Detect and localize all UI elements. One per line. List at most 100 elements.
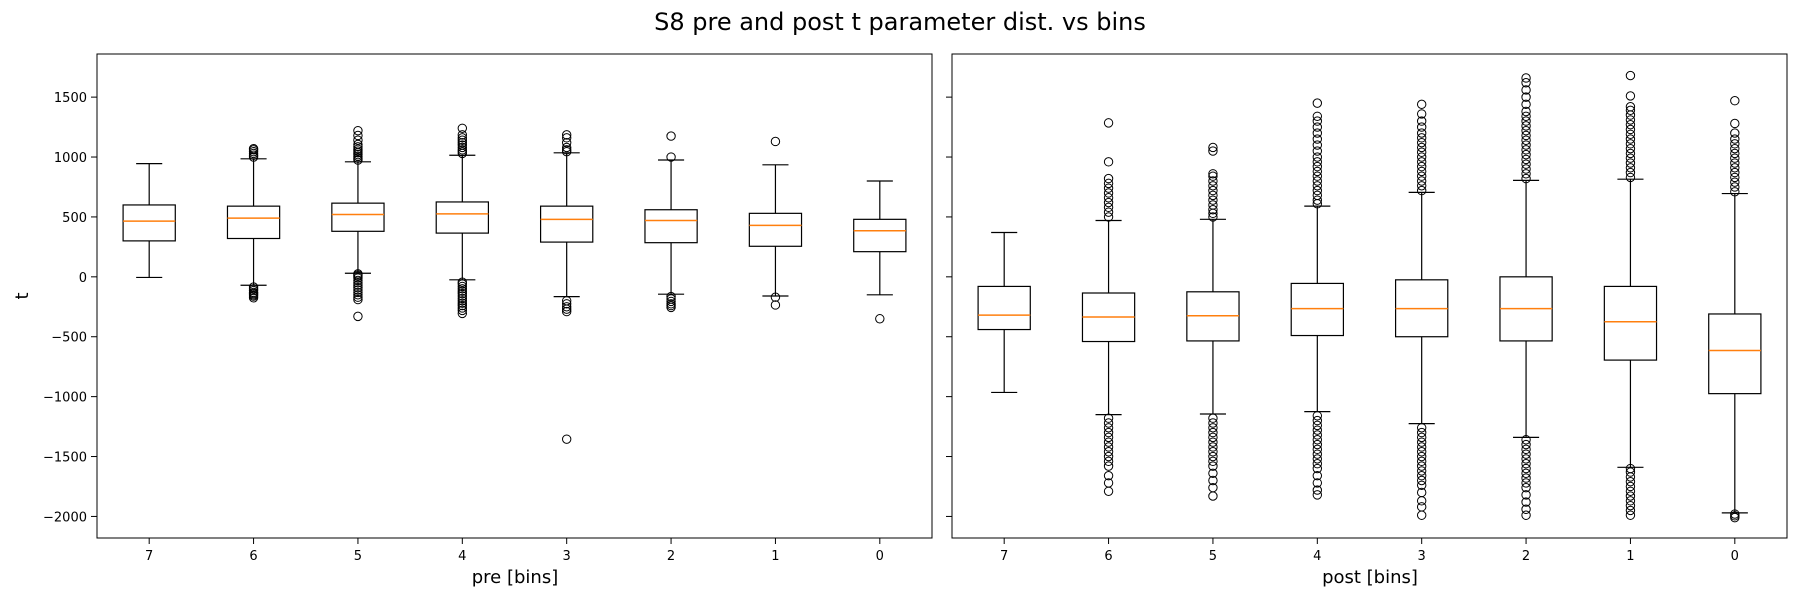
flier-post-bin-5: [1208, 413, 1218, 423]
flier-post-bin-5: [1208, 432, 1218, 443]
x-tick-label-post: 0: [1731, 549, 1739, 564]
flier-pre-bin-4: [457, 145, 468, 155]
y-tick-label: −1000: [43, 391, 87, 406]
flier-pre-bin-5: [353, 125, 363, 136]
flier-pre-bin-4: [457, 305, 468, 316]
x-tick-label-pre: 6: [249, 549, 257, 564]
box-pre-bin-3: [539, 205, 594, 243]
flier-post-bin-4: [1312, 190, 1323, 201]
flier-post-bin-1: [1625, 148, 1636, 159]
flier-pre-bin-2: [666, 299, 676, 309]
y-tick-label: 1500: [54, 91, 87, 106]
flier-post-bin-4: [1312, 140, 1323, 150]
flier-pre-bin-3: [561, 130, 572, 140]
flier-post-bin-3: [1416, 181, 1427, 191]
flier-post-bin-3: [1416, 133, 1427, 143]
flier-post-bin-5: [1208, 456, 1218, 467]
flier-post-bin-2: [1521, 85, 1531, 95]
flier-post-bin-4: [1312, 454, 1323, 464]
flier-post-bin-3: [1416, 447, 1427, 457]
plot-frame-post: [951, 53, 1788, 539]
flier-post-bin-3: [1416, 109, 1427, 119]
flier-post-bin-5: [1208, 482, 1218, 493]
y-tick-label: −500: [51, 331, 87, 346]
box-post-bin-4: [1290, 282, 1345, 337]
flier-pre-bin-4: [457, 135, 468, 145]
flier-pre-bin-4: [457, 291, 468, 301]
flier-post-bin-4: [1312, 176, 1323, 186]
flier-post-bin-0: [1730, 118, 1740, 129]
flier-post-bin-1: [1625, 481, 1636, 492]
flier-post-bin-2: [1521, 473, 1531, 483]
flier-pre-bin-3: [561, 299, 572, 309]
flier-post-bin-5: [1208, 437, 1218, 447]
flier-post-bin-3: [1416, 471, 1427, 481]
flier-post-bin-4: [1312, 471, 1323, 481]
flier-post-bin-3: [1416, 176, 1427, 186]
flier-post-bin-6: [1103, 478, 1114, 488]
flier-pre-bin-4: [457, 140, 468, 150]
flier-post-bin-5: [1208, 461, 1218, 471]
flier-post-bin-6: [1103, 183, 1114, 193]
x-tick-label-pre: 4: [458, 549, 466, 564]
flier-pre-bin-4: [457, 293, 468, 304]
flier-pre-bin-4: [457, 296, 468, 306]
flier-post-bin-1: [1625, 505, 1636, 516]
flier-post-bin-3: [1416, 437, 1427, 447]
flier-post-bin-1: [1625, 167, 1636, 178]
flier-post-bin-3: [1416, 451, 1427, 462]
flier-post-bin-4: [1312, 157, 1323, 167]
flier-post-bin-2: [1521, 135, 1531, 145]
flier-post-bin-0: [1730, 158, 1740, 168]
x-tick-label-post: 2: [1522, 549, 1530, 564]
x-tick-label-pre: 0: [876, 549, 884, 564]
flier-post-bin-6: [1103, 427, 1114, 438]
box-pre-bin-5: [331, 202, 385, 232]
flier-pre-bin-5: [353, 135, 363, 145]
flier-post-bin-6: [1103, 193, 1114, 203]
flier-post-bin-1: [1625, 463, 1636, 474]
flier-post-bin-4: [1312, 485, 1323, 495]
flier-post-bin-4: [1312, 122, 1323, 132]
flier-post-bin-2: [1521, 468, 1531, 479]
flier-post-bin-2: [1521, 116, 1531, 126]
x-axis-label-post: post [bins]: [1322, 567, 1418, 588]
flier-post-bin-3: [1416, 171, 1427, 181]
flier-post-bin-4: [1312, 195, 1323, 205]
flier-post-bin-2: [1521, 504, 1531, 514]
flier-post-bin-6: [1103, 447, 1114, 457]
box-post-bin-1: [1603, 285, 1658, 361]
flier-post-bin-6: [1103, 413, 1114, 423]
flier-post-bin-5: [1208, 418, 1218, 428]
y-tick-label: −2000: [43, 510, 87, 525]
flier-pre-bin-2: [666, 152, 676, 162]
flier-post-bin-5: [1208, 475, 1218, 486]
flier-post-bin-5: [1208, 451, 1218, 462]
flier-post-bin-0: [1730, 153, 1740, 163]
flier-post-bin-3: [1416, 152, 1427, 162]
flier-post-bin-4: [1312, 478, 1323, 488]
flier-post-bin-0: [1730, 134, 1740, 144]
flier-post-bin-1: [1625, 158, 1636, 168]
flier-post-bin-2: [1521, 99, 1531, 110]
flier-pre-bin-4: [457, 308, 468, 319]
flier-post-bin-0: [1730, 96, 1740, 106]
flier-post-bin-2: [1521, 106, 1531, 117]
flier-post-bin-6: [1103, 423, 1114, 433]
x-tick-label-post: 4: [1313, 549, 1321, 564]
flier-pre-bin-3: [561, 137, 572, 148]
box-pre-bin-4: [435, 201, 490, 234]
flier-post-bin-1: [1625, 163, 1636, 173]
flier-pre-bin-5: [353, 282, 363, 293]
flier-post-bin-3: [1416, 466, 1427, 476]
flier-post-bin-6: [1103, 471, 1114, 481]
flier-post-bin-5: [1208, 190, 1218, 201]
flier-post-bin-5: [1208, 447, 1218, 457]
flier-pre-bin-4: [457, 142, 468, 153]
flier-pre-bin-0: [875, 314, 885, 324]
flier-pre-bin-4: [457, 133, 468, 143]
flier-post-bin-2: [1521, 73, 1531, 83]
flier-post-bin-4: [1312, 430, 1323, 440]
flier-post-bin-6: [1103, 118, 1114, 128]
flier-post-bin-1: [1625, 486, 1636, 496]
